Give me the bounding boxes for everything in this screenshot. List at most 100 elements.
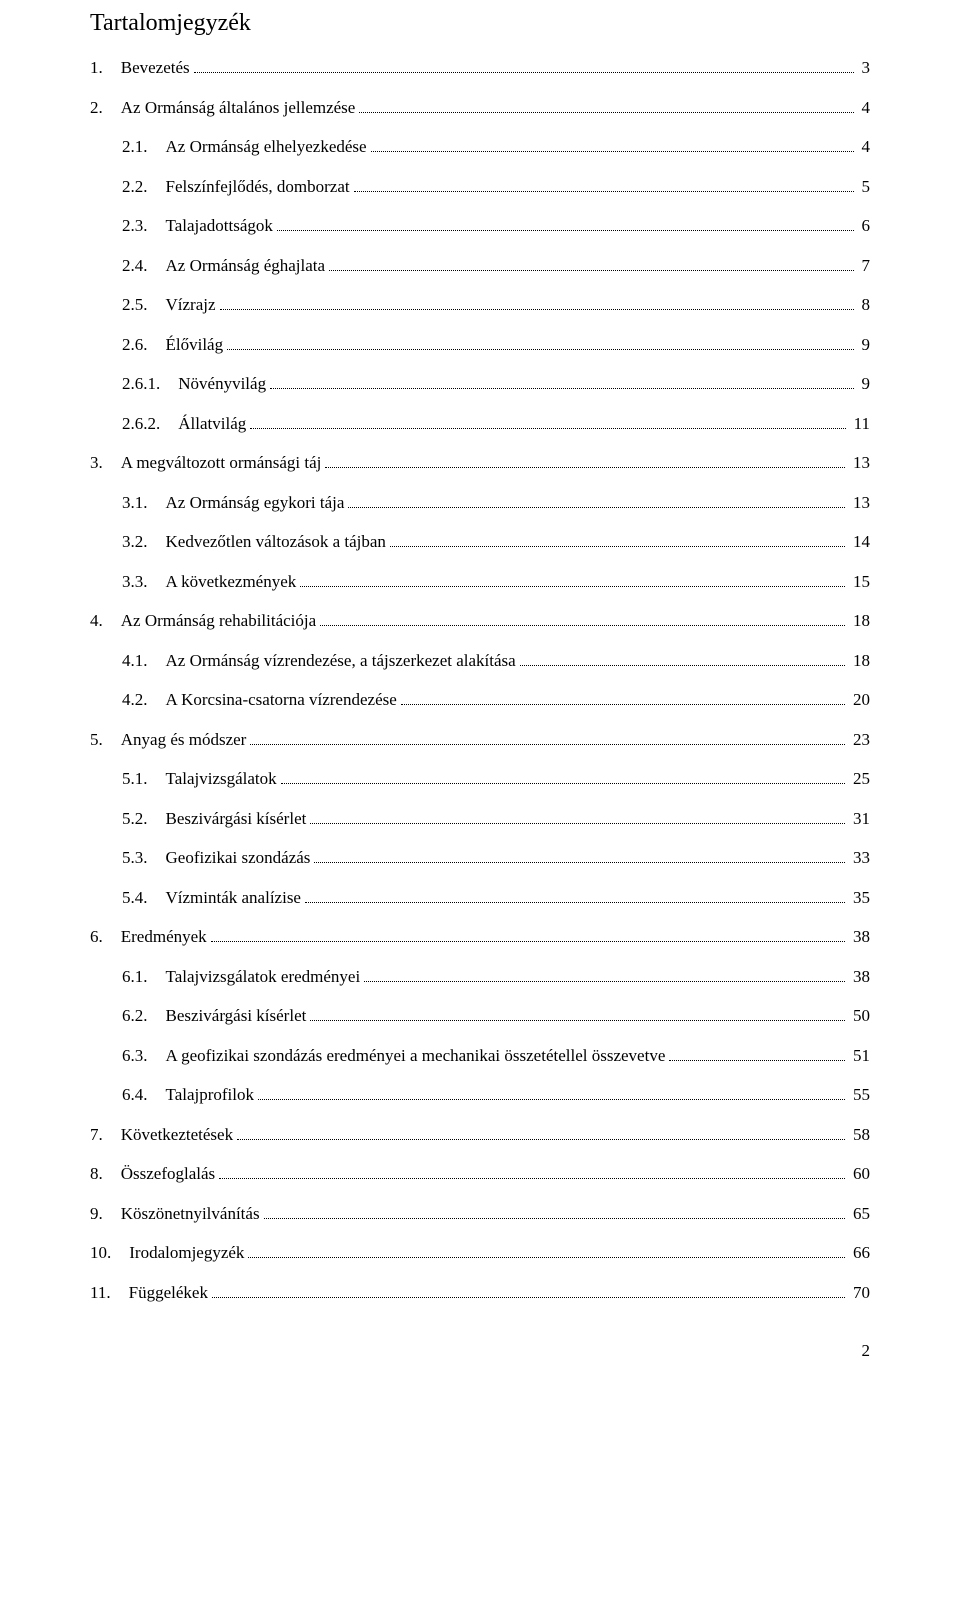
- toc-entry-page: 66: [849, 1244, 870, 1261]
- toc-entry-label: Állatvilág: [178, 415, 246, 432]
- toc-entry[interactable]: 4.1.Az Ormánság vízrendezése, a tájszerk…: [90, 652, 870, 669]
- toc-entry-number: 2.2.: [122, 178, 166, 195]
- toc-entry[interactable]: 5.2.Beszivárgási kísérlet31: [90, 810, 870, 827]
- toc-entry-page: 65: [849, 1205, 870, 1222]
- toc-entry[interactable]: 2.1.Az Ormánság elhelyezkedése4: [90, 138, 870, 155]
- toc-entry[interactable]: 4.Az Ormánság rehabilitációja18: [90, 612, 870, 629]
- toc-entry-number: 8.: [90, 1165, 121, 1182]
- toc-entry[interactable]: 2.4.Az Ormánság éghajlata7: [90, 257, 870, 274]
- toc-leader-dots: [364, 981, 845, 982]
- toc-entry-number: 5.4.: [122, 889, 166, 906]
- toc-entry-page: 25: [849, 770, 870, 787]
- toc-entry[interactable]: 5.1.Talajvizsgálatok25: [90, 770, 870, 787]
- toc-entry[interactable]: 9.Köszönetnyilvánítás65: [90, 1205, 870, 1222]
- toc-entry-page: 51: [849, 1047, 870, 1064]
- toc-entry-label: Vízrajz: [166, 296, 216, 313]
- toc-leader-dots: [248, 1257, 845, 1258]
- toc-entry-page: 38: [849, 968, 870, 985]
- toc-leader-dots: [277, 230, 854, 231]
- toc-entry[interactable]: 2.5.Vízrajz8: [90, 296, 870, 313]
- toc-leader-dots: [520, 665, 845, 666]
- toc-entry-number: 6.: [90, 928, 121, 945]
- toc-entry[interactable]: 5.3.Geofizikai szondázás33: [90, 849, 870, 866]
- toc-entry-number: 9.: [90, 1205, 121, 1222]
- toc-leader-dots: [348, 507, 845, 508]
- toc-entry[interactable]: 5.Anyag és módszer23: [90, 731, 870, 748]
- toc-entry-page: 58: [849, 1126, 870, 1143]
- toc-leader-dots: [329, 270, 853, 271]
- toc-entry-number: 2.4.: [122, 257, 166, 274]
- toc-title: Tartalomjegyzék: [90, 10, 870, 37]
- toc-entry-label: A megváltozott ormánsági táj: [121, 454, 322, 471]
- toc-entry[interactable]: 3.1.Az Ormánság egykori tája13: [90, 494, 870, 511]
- toc-entry-number: 6.2.: [122, 1007, 166, 1024]
- toc-entry-page: 20: [849, 691, 870, 708]
- toc-entry[interactable]: 3.3.A következmények 15: [90, 573, 870, 590]
- toc-entry[interactable]: 6.4.Talajprofilok55: [90, 1086, 870, 1103]
- toc-entry[interactable]: 11.Függelékek70: [90, 1284, 870, 1301]
- toc-entry-page: 31: [849, 810, 870, 827]
- toc-entry-page: 11: [850, 415, 870, 432]
- toc-leader-dots: [359, 112, 853, 113]
- toc-entry-label: Talajvizsgálatok eredményei: [166, 968, 361, 985]
- toc-entry-number: 1.: [90, 59, 121, 76]
- toc-entry[interactable]: 5.4.Vízminták analízise35: [90, 889, 870, 906]
- toc-entry[interactable]: 2.6.2.Állatvilág11: [90, 415, 870, 432]
- toc-entry-label: Az Ormánság általános jellemzése: [121, 99, 356, 116]
- toc-entry-number: 4.2.: [122, 691, 166, 708]
- toc-entry-number: 6.3.: [122, 1047, 166, 1064]
- toc-entry[interactable]: 3.A megváltozott ormánsági táj13: [90, 454, 870, 471]
- toc-entry[interactable]: 8.Összefoglalás60: [90, 1165, 870, 1182]
- toc-entry-number: 5.2.: [122, 810, 166, 827]
- toc-entry[interactable]: 10.Irodalomjegyzék66: [90, 1244, 870, 1261]
- toc-leader-dots: [669, 1060, 845, 1061]
- toc-entry-page: 9: [858, 336, 871, 353]
- toc-entry-label: Geofizikai szondázás: [166, 849, 311, 866]
- toc-leader-dots: [237, 1139, 845, 1140]
- toc-entry-page: 7: [858, 257, 871, 274]
- toc-entry-label: Az Ormánság egykori tája: [166, 494, 345, 511]
- toc-entry[interactable]: 2.Az Ormánság általános jellemzése4: [90, 99, 870, 116]
- toc-entry[interactable]: 2.6.Élővilág9: [90, 336, 870, 353]
- toc-entry-label: Talajprofilok: [166, 1086, 255, 1103]
- toc-list: 1.Bevezetés3 2.Az Ormánság általános jell…: [90, 59, 870, 1301]
- toc-entry-label: A geofizikai szondázás eredményei a mech…: [166, 1047, 666, 1064]
- toc-entry-page: 6: [858, 217, 871, 234]
- toc-entry[interactable]: 6.3.A geofizikai szondázás eredményei a …: [90, 1047, 870, 1064]
- toc-entry-label: Az Ormánság elhelyezkedése: [166, 138, 367, 155]
- toc-entry-label: Az Ormánság vízrendezése, a tájszerkezet…: [166, 652, 516, 669]
- toc-entry-label: Beszivárgási kísérlet: [166, 1007, 307, 1024]
- toc-entry-label: Irodalomjegyzék: [129, 1244, 244, 1261]
- toc-entry-page: 60: [849, 1165, 870, 1182]
- toc-entry[interactable]: 4.2.A Korcsina-csatorna vízrendezése20: [90, 691, 870, 708]
- page-container: Tartalomjegyzék 1.Bevezetés32.Az Ormánsá…: [0, 0, 960, 1401]
- toc-entry[interactable]: 6.1.Talajvizsgálatok eredményei38: [90, 968, 870, 985]
- toc-leader-dots: [219, 1178, 845, 1179]
- toc-entry[interactable]: 6.Eredmények38: [90, 928, 870, 945]
- toc-entry[interactable]: 7.Következtetések58: [90, 1126, 870, 1143]
- toc-entry[interactable]: 2.2.Felszínfejlődés, domborzat5: [90, 178, 870, 195]
- toc-entry-label: A következmények: [166, 573, 297, 590]
- toc-entry-page: 15: [849, 573, 870, 590]
- toc-entry-label: Talajvizsgálatok: [166, 770, 277, 787]
- toc-entry-number: 2.3.: [122, 217, 166, 234]
- toc-entry-number: 3.2.: [122, 533, 166, 550]
- toc-entry-page: 9: [858, 375, 871, 392]
- toc-entry-number: 2.5.: [122, 296, 166, 313]
- toc-entry-label: Növényvilág: [178, 375, 266, 392]
- toc-entry[interactable]: 2.6.1.Növényvilág9: [90, 375, 870, 392]
- toc-entry[interactable]: 6.2.Beszivárgási kísérlet50: [90, 1007, 870, 1024]
- toc-entry-page: 4: [858, 138, 871, 155]
- toc-entry[interactable]: 3.2.Kedvezőtlen változások a tájban14: [90, 533, 870, 550]
- toc-entry-number: 2.: [90, 99, 121, 116]
- toc-entry-number: 3.1.: [122, 494, 166, 511]
- toc-entry-number: 6.4.: [122, 1086, 166, 1103]
- toc-leader-dots: [227, 349, 853, 350]
- toc-entry[interactable]: 2.3.Talajadottságok6: [90, 217, 870, 234]
- toc-leader-dots: [310, 1020, 845, 1021]
- toc-entry-number: 3.3.: [122, 573, 166, 590]
- toc-entry[interactable]: 1.Bevezetés3: [90, 59, 870, 76]
- toc-entry-label: Bevezetés: [121, 59, 190, 76]
- toc-leader-dots: [250, 744, 845, 745]
- toc-entry-label: Következtetések: [121, 1126, 233, 1143]
